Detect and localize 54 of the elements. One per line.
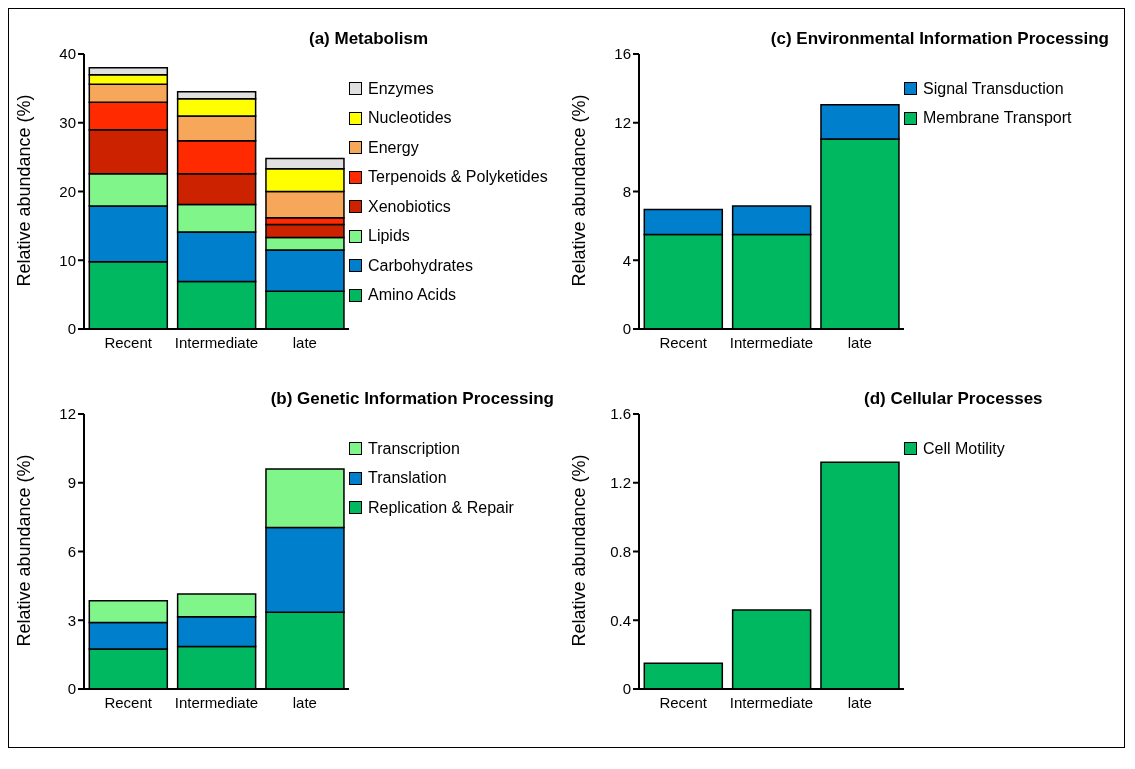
legend-label: Terpenoids & Polyketides [368, 168, 548, 187]
y-tick-label: 20 [59, 182, 76, 200]
y-tick-label: 4 [622, 251, 631, 269]
text: (d) Cellular Processes [864, 389, 1043, 409]
text: (c) Environmental Information Processing [770, 29, 1109, 49]
legend-label: Transcription [368, 439, 460, 458]
y-tick-label: 3 [67, 611, 76, 629]
y-tick-label: 12 [614, 114, 631, 132]
legend-label: Lipids [368, 227, 410, 246]
x-tick-label: Recent [659, 693, 708, 711]
x-tick-label: late [847, 693, 872, 711]
legend-label: Cell Motility [923, 439, 1005, 458]
x-tick-label: Intermediate [729, 693, 814, 711]
legend-label: Membrane Transport [923, 109, 1072, 128]
legend-label: Energy [368, 138, 419, 157]
y-tick-label: 0 [622, 680, 631, 698]
x-tick-label: late [292, 333, 317, 351]
y-axis-title: Relative abundance (%) [14, 94, 35, 287]
x-tick-label: late [292, 693, 317, 711]
legend-label: Replication & Repair [368, 498, 514, 517]
legend-label: Signal Transduction [923, 79, 1064, 98]
y-tick-label: 0 [67, 680, 76, 698]
legend-label: Enzymes [368, 79, 434, 98]
y-tick-label: 10 [59, 251, 76, 269]
legend-label: Amino Acids [368, 286, 457, 305]
y-tick-label: 0.4 [610, 611, 631, 629]
chart-title: (a) Metabolism [309, 29, 429, 49]
legend-label: Nucleotides [368, 109, 452, 128]
legend-label: Xenobiotics [368, 197, 451, 216]
y-tick-label: 1.2 [610, 474, 631, 492]
x-tick-label: Intermediate [174, 693, 259, 711]
x-tick-label: late [847, 333, 872, 351]
x-tick-label: Intermediate [174, 333, 259, 351]
x-tick-label: Recent [659, 333, 708, 351]
y-tick-label: 0 [622, 320, 631, 338]
x-tick-label: Intermediate [729, 333, 814, 351]
y-axis-title: Relative abundance (%) [14, 454, 35, 647]
y-tick-label: 16 [614, 45, 631, 63]
y-axis-title: Relative abundance (%) [569, 454, 590, 647]
legend-label: Translation [368, 469, 447, 488]
y-tick-label: 9 [67, 474, 76, 492]
y-tick-label: 8 [622, 182, 631, 200]
y-tick-label: 30 [59, 114, 76, 132]
legend-label: Carbohydrates [368, 256, 473, 275]
y-tick-label: 6 [67, 542, 76, 560]
y-tick-label: 12 [59, 405, 76, 423]
y-tick-label: 0 [67, 320, 76, 338]
y-tick-label: 0.8 [610, 542, 631, 560]
x-tick-label: Recent [104, 693, 153, 711]
y-tick-label: 40 [59, 45, 76, 63]
y-tick-label: 1.6 [610, 405, 631, 423]
y-axis-title: Relative abundance (%) [569, 94, 590, 287]
x-tick-label: Recent [104, 333, 153, 351]
text: (b) Genetic Information Processing [270, 389, 554, 409]
